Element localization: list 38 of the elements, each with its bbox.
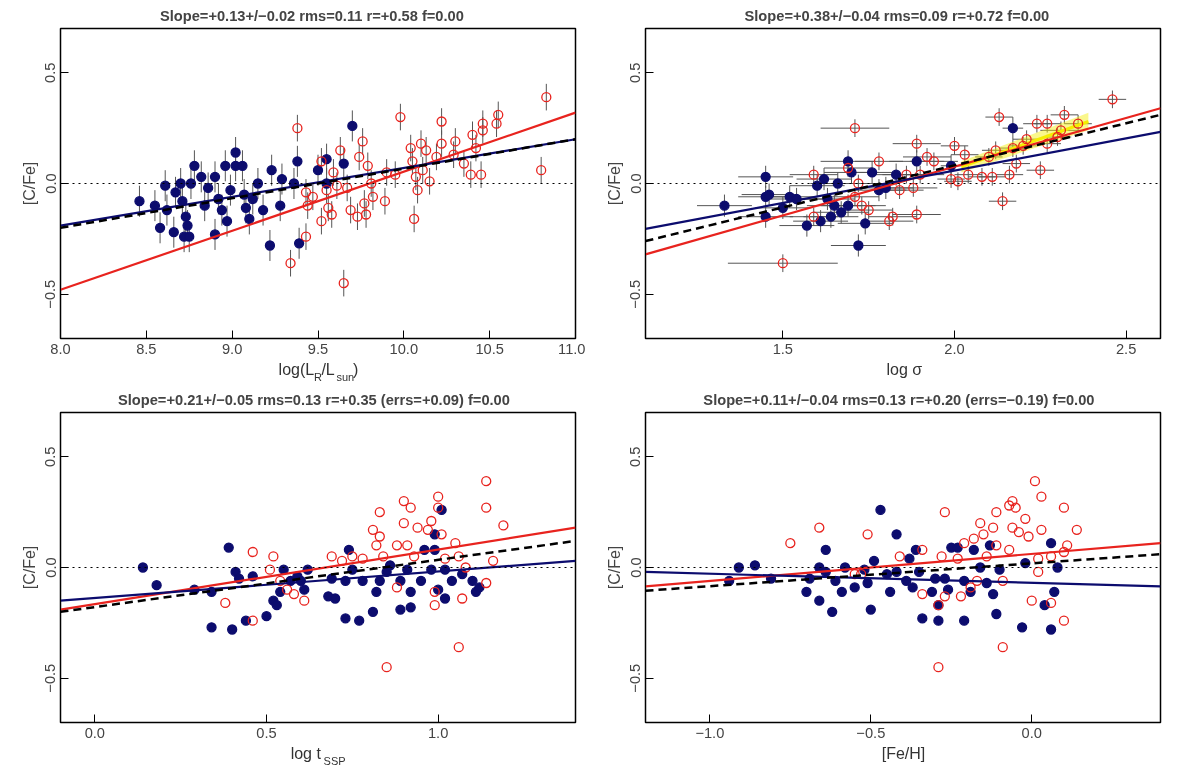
x-tick-label: 2.0 xyxy=(944,340,965,357)
x-tick-label: 9.5 xyxy=(307,340,329,357)
x-tick-label: 2.5 xyxy=(1115,340,1137,357)
x-tick-label: 0.0 xyxy=(84,724,106,741)
x-axis-title: [Fe/H] xyxy=(881,744,926,762)
x-tick-label: 0.5 xyxy=(256,724,277,741)
y-tick-label: 0.5 xyxy=(42,446,59,467)
x-tick-label: 1.5 xyxy=(772,340,794,357)
chart-title: Slope=+0.38+/−0.04 rms=0.09 r=+0.72 f=0.00 xyxy=(744,7,1050,24)
y-tick-label: 0.0 xyxy=(627,173,644,194)
x-tick-label: 0.0 xyxy=(1021,724,1042,741)
y-tick-label: 0.5 xyxy=(627,62,644,83)
chart-title: Slope=+0.11+/−0.04 rms=0.13 r=+0.20 (errs=−0.19) f=0.00 xyxy=(703,391,1095,408)
x-tick-label: 1.0 xyxy=(427,724,449,741)
y-tick-label: 0.5 xyxy=(627,446,644,467)
x-tick-label: 9.0 xyxy=(221,340,243,357)
y-tick-label: 0.0 xyxy=(42,557,59,578)
x-tick-label: 8.0 xyxy=(50,340,71,357)
y-axis-title: [C/Fe] xyxy=(20,545,38,590)
y-tick-label: −0.5 xyxy=(42,279,59,309)
x-tick-label: 10.0 xyxy=(389,340,419,357)
y-axis-title: [C/Fe] xyxy=(605,545,623,590)
y-tick-label: 0.0 xyxy=(42,173,59,194)
chart-title: Slope=+0.13+/−0.02 rms=0.11 r=+0.58 f=0.00 xyxy=(159,7,464,24)
y-axis-title: [C/Fe] xyxy=(605,161,623,206)
x-tick-label: 10.5 xyxy=(475,340,504,357)
y-tick-label: −0.5 xyxy=(627,663,644,693)
y-tick-label: −0.5 xyxy=(42,663,59,693)
x-tick-label: 8.5 xyxy=(136,340,157,357)
y-tick-label: 0.5 xyxy=(42,62,59,83)
y-axis-title: [C/Fe] xyxy=(20,161,38,206)
chart-title: Slope=+0.21+/−0.05 rms=0.13 r=+0.35 (errs=+0.09) f=0.00 xyxy=(117,391,510,408)
x-axis-title: log σ xyxy=(886,360,923,378)
y-tick-label: 0.0 xyxy=(627,557,644,578)
x-tick-label: −0.5 xyxy=(856,724,886,741)
y-tick-label: −0.5 xyxy=(627,279,644,309)
x-tick-label: −1.0 xyxy=(695,724,725,741)
x-tick-label: 11.0 xyxy=(558,340,586,357)
